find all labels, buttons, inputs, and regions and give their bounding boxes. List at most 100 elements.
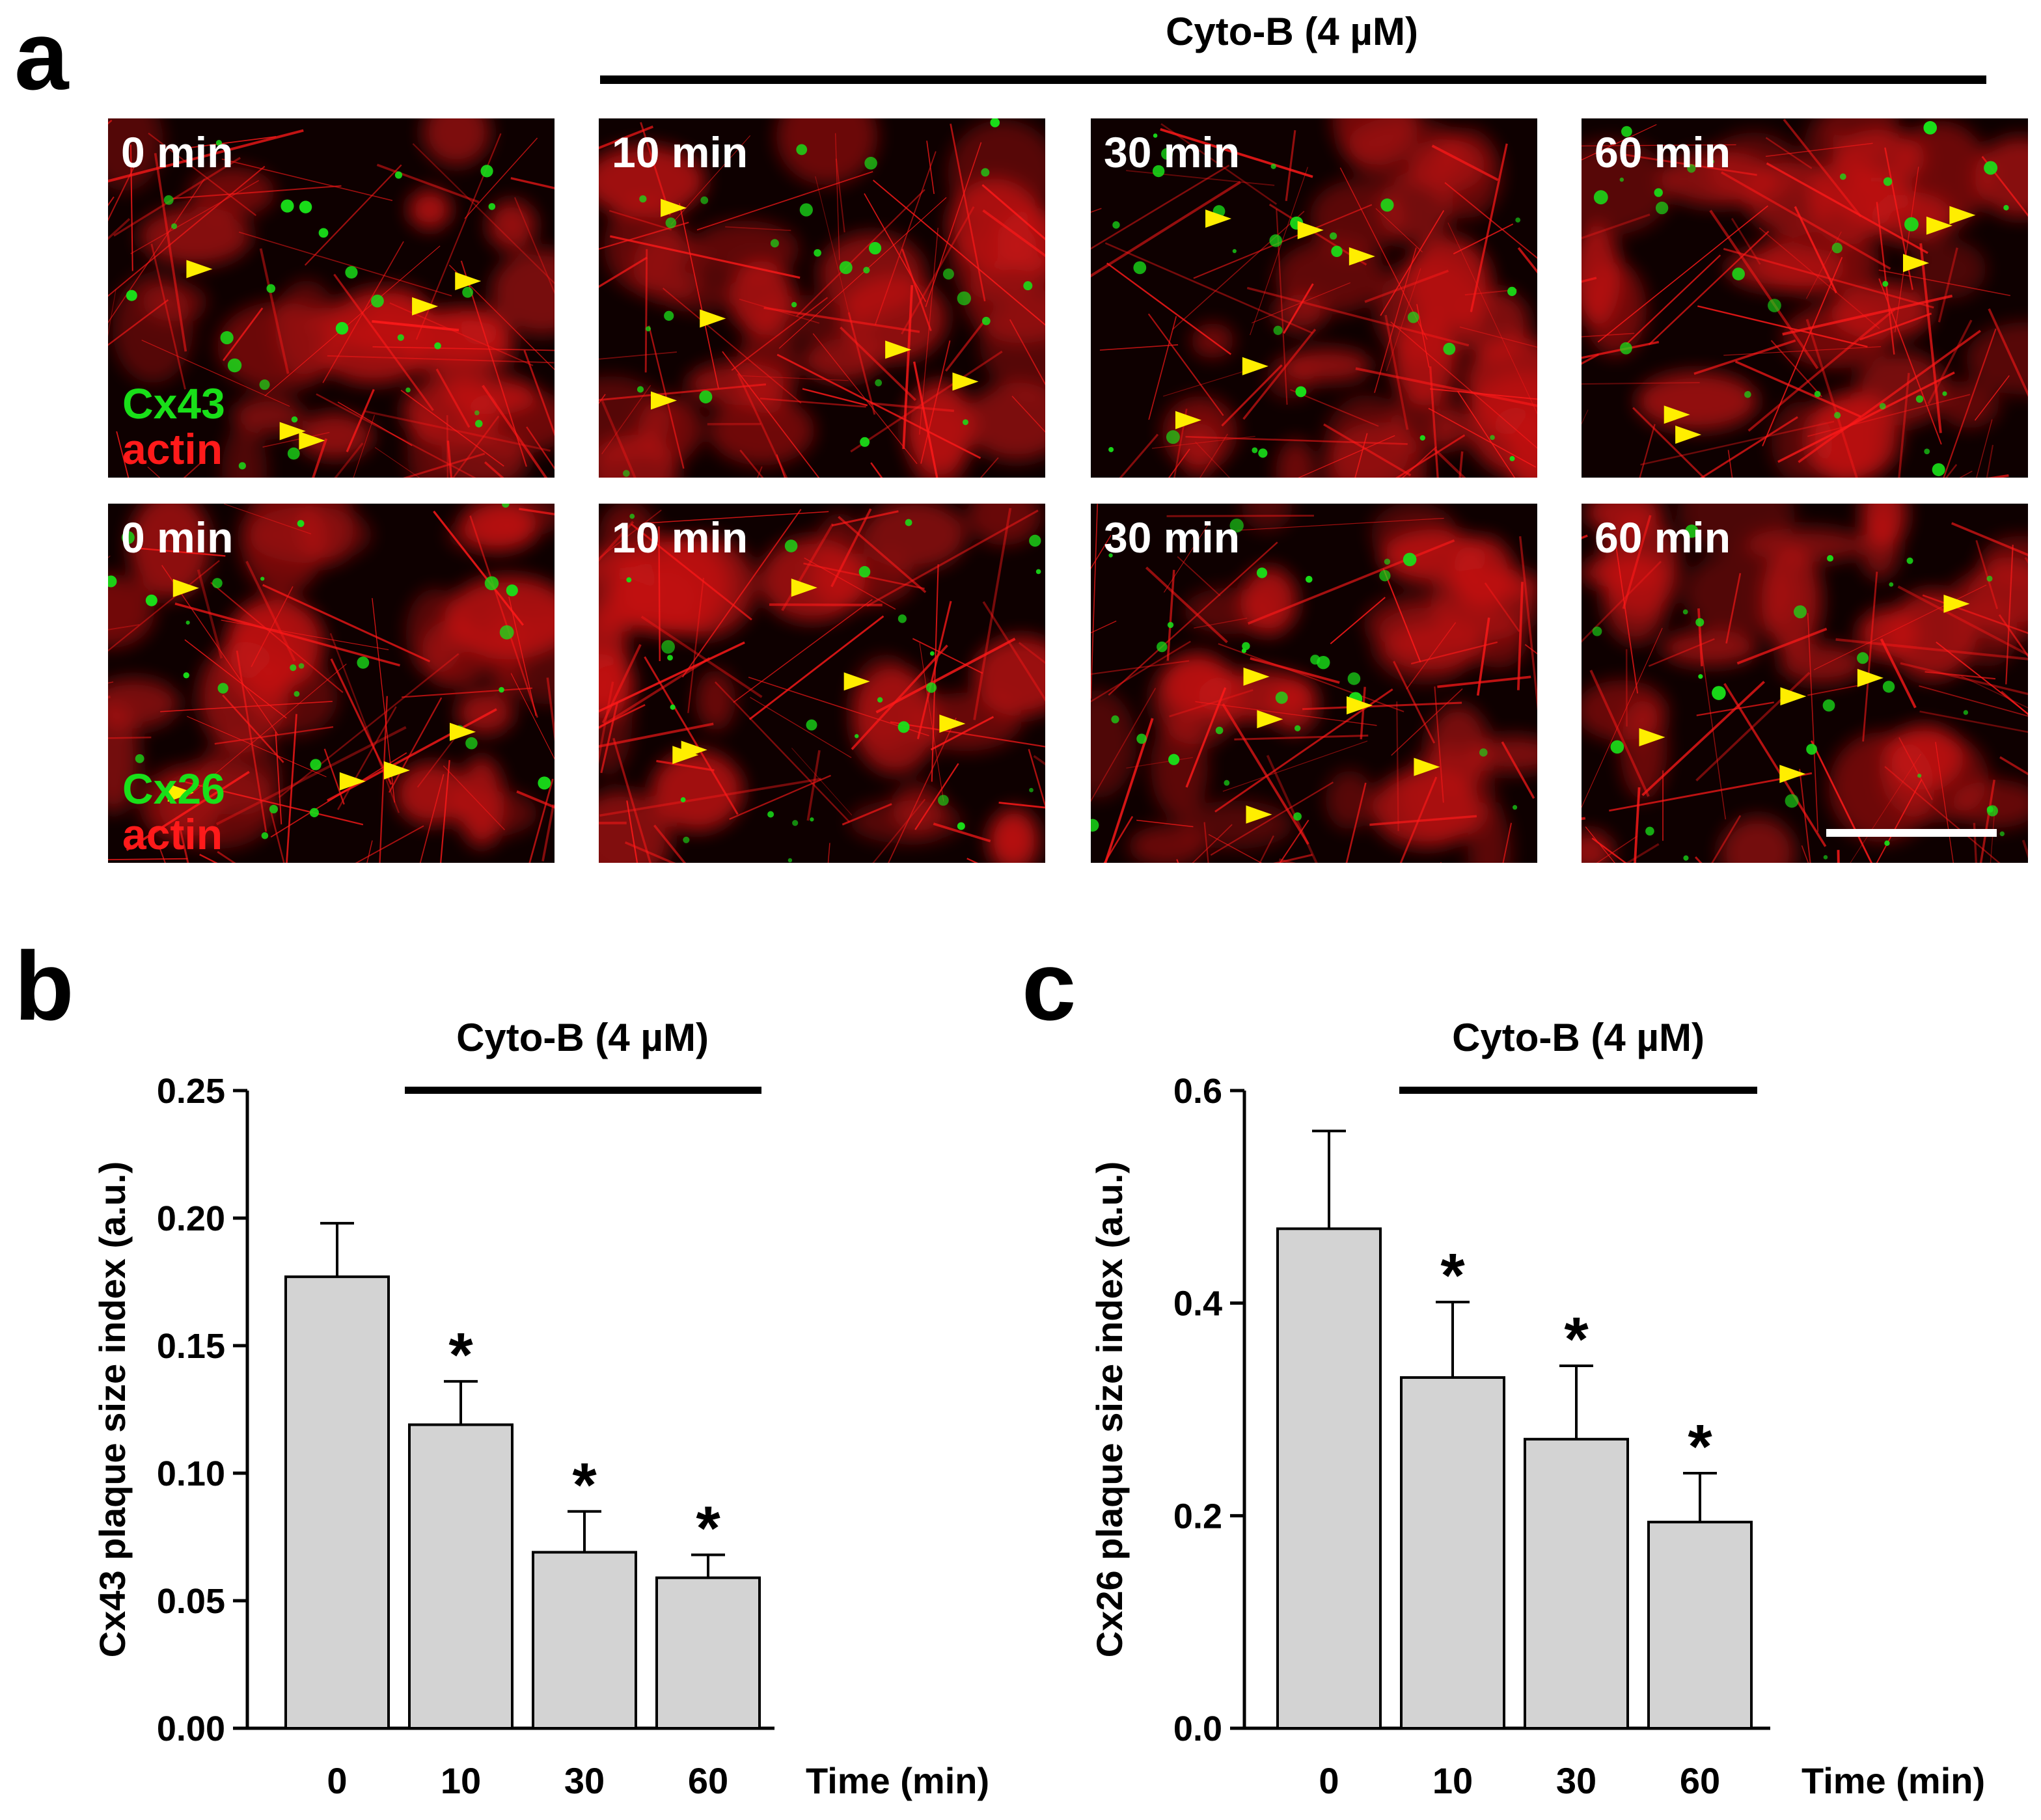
micrograph-cx26-60min: 60 min — [1582, 504, 2028, 863]
actin-fiber — [312, 438, 328, 478]
actin-fiber — [1975, 539, 1999, 610]
actin-fiber — [1919, 243, 1942, 433]
actin-fiber — [1194, 618, 1248, 629]
actin-blob — [1826, 118, 1899, 163]
actin-fiber — [769, 603, 883, 606]
actin-fiber — [1330, 597, 1386, 645]
actin-blob — [108, 678, 180, 729]
arrowhead-marker — [700, 309, 726, 328]
actin-blob — [973, 636, 1045, 716]
actin-blob — [1910, 239, 1986, 299]
connexin-plaque — [875, 379, 883, 387]
actin-fiber — [1234, 734, 1369, 740]
actin-blob — [1241, 504, 1293, 531]
actin-fiber — [1725, 573, 1742, 644]
connexin-plaque — [163, 195, 174, 205]
actin-fiber — [355, 825, 424, 863]
actin-fiber — [696, 170, 873, 231]
actin-fiber — [1106, 262, 1231, 355]
connexin-plaque — [864, 156, 877, 170]
chart-svg: 0.0 0.2 0.4 0.6 Cx26 plaque size index (a.u.… — [1089, 1072, 1985, 1801]
connexin-plaque — [1256, 567, 1268, 578]
connexin-plaque — [474, 410, 480, 416]
connexin-plaque — [1108, 553, 1113, 558]
actin-fiber — [1091, 640, 1191, 703]
connexin-plaque — [499, 625, 514, 640]
connexin-plaque — [1443, 342, 1456, 355]
actin-fiber — [546, 677, 555, 742]
connexin-plaque — [1822, 699, 1835, 712]
actin-fiber — [1723, 683, 1827, 847]
connexin-plaque — [1242, 642, 1250, 651]
actin-fiber — [1091, 504, 1099, 699]
connexin-plaque — [1136, 733, 1147, 744]
connexin-plaque — [1942, 391, 1947, 396]
actin-fiber — [1360, 686, 1366, 740]
actin-blob — [1583, 262, 1647, 357]
actin-fiber — [601, 400, 637, 478]
connexin-plaque — [259, 379, 270, 390]
y-tick-label: 0.10 — [157, 1454, 225, 1493]
y-axis-label: Cx43 plaque size index (a.u.) — [92, 1161, 133, 1657]
actin-fiber — [1582, 409, 1589, 425]
actin-fiber — [1364, 269, 1449, 303]
connexin-plaque — [1814, 390, 1821, 398]
actin-blob — [408, 189, 452, 230]
connexin-plaque — [1252, 447, 1258, 454]
connexin-plaque — [1806, 744, 1818, 755]
actin-fiber — [464, 137, 538, 219]
actin-fiber — [847, 312, 876, 415]
connexin-plaque — [294, 691, 300, 697]
significance-marker: * — [1440, 1241, 1465, 1311]
connexin-plaque — [1645, 826, 1654, 836]
actin-fiber — [609, 210, 672, 231]
actin-fiber — [469, 515, 539, 718]
timepoint-label: 0 min — [121, 513, 234, 562]
actin-fiber — [330, 658, 392, 785]
actin-fiber — [1391, 688, 1463, 756]
actin-fiber — [108, 129, 304, 183]
actin-fiber — [189, 136, 277, 148]
connexin-plaque — [926, 682, 937, 693]
actin-fiber — [353, 414, 375, 478]
actin-blob — [1380, 529, 1487, 584]
connexin-plaque — [484, 576, 499, 591]
arrowhead-marker — [1780, 687, 1807, 706]
bar — [655, 1576, 761, 1730]
connexin-plaque — [261, 832, 269, 839]
connexin-plaque — [502, 504, 510, 508]
actin-fiber — [215, 726, 407, 826]
actin-fiber — [304, 164, 402, 266]
actin-blob — [420, 619, 490, 689]
actin-fiber — [1938, 247, 1958, 323]
actin-blob — [776, 118, 878, 185]
actin-fiber — [1974, 375, 2010, 421]
arrowhead-marker — [412, 297, 439, 316]
connexin-plaque — [942, 268, 954, 280]
actin-fiber — [1136, 819, 1194, 828]
connexin-plaque — [962, 419, 968, 426]
actin-blob — [1431, 408, 1472, 450]
connexin-plaque — [291, 416, 298, 423]
connexin-plaque — [1490, 435, 1495, 441]
actin-fiber — [1437, 675, 1531, 688]
connexin-plaque — [1857, 652, 1869, 664]
actin-fiber — [1484, 582, 1520, 632]
actin-fiber — [1925, 671, 1996, 680]
connexin-plaque — [269, 804, 279, 814]
actin-fiber — [372, 346, 555, 351]
actin-fiber — [599, 722, 714, 748]
connexin-plaque — [1986, 575, 1993, 582]
connexin-plaque — [792, 820, 799, 826]
actin-fiber — [1723, 247, 1934, 309]
connexin-plaque — [1883, 177, 1893, 186]
actin-fiber — [1709, 210, 1819, 370]
actin-fiber — [1091, 164, 1230, 250]
actin-fiber — [160, 701, 333, 713]
actin-fiber — [1126, 170, 1275, 186]
actin-fiber — [1700, 416, 1798, 478]
actin-fiber — [1876, 779, 1923, 863]
actin-fiber — [523, 349, 555, 437]
actin-fiber — [1009, 319, 1045, 386]
actin-fiber — [1168, 448, 1190, 478]
